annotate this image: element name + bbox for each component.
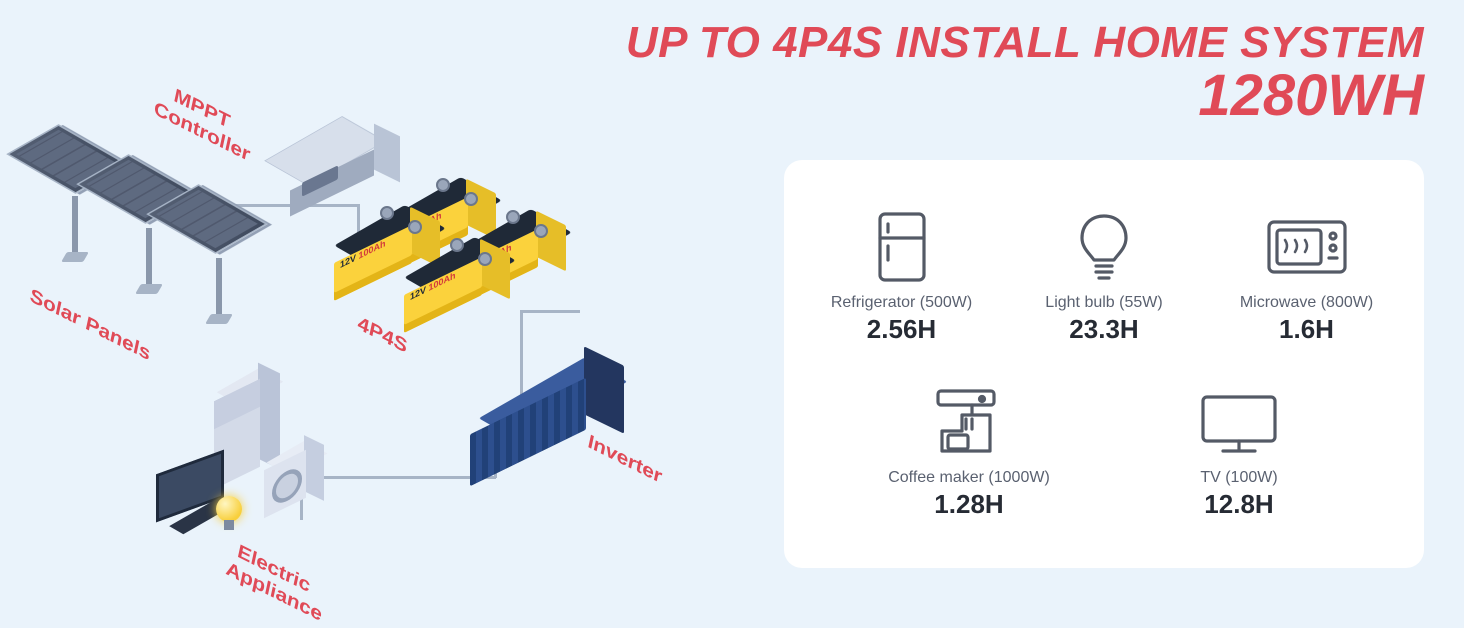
system-diagram: Solar Panels MPPT Controller 12V 100Ah 1… (0, 0, 780, 600)
label-inverter: Inverter (588, 430, 661, 490)
wire (300, 476, 496, 479)
microwave-icon (1212, 208, 1402, 288)
label-appliances: Electric Appliance (226, 534, 322, 628)
bulb-icon (216, 496, 242, 522)
laptop-icon (156, 462, 224, 510)
runtime-value: 2.56H (807, 314, 997, 345)
runtime-value: 1.28H (874, 489, 1064, 520)
runtime-name: Refrigerator (500W) (807, 294, 997, 312)
runtime-value: 1.6H (1212, 314, 1402, 345)
runtime-item: Refrigerator (500W) 2.56H (807, 208, 997, 345)
runtime-name: Light bulb (55W) (1009, 294, 1199, 312)
runtime-name: Coffee maker (1000W) (874, 469, 1064, 487)
coffee-icon (874, 383, 1064, 463)
runtime-row-1: Refrigerator (500W) 2.56H Light bulb (55… (794, 208, 1414, 345)
wire (520, 310, 580, 313)
runtime-value: 23.3H (1009, 314, 1199, 345)
fridge-icon (220, 370, 280, 404)
runtime-item: Coffee maker (1000W) 1.28H (874, 383, 1064, 520)
runtime-name: TV (100W) (1144, 469, 1334, 487)
runtime-row-2: Coffee maker (1000W) 1.28H TV (100W) 12.… (794, 383, 1414, 520)
runtime-value: 12.8H (1144, 489, 1334, 520)
label-solar: Solar Panels (30, 284, 150, 367)
runtime-card: Refrigerator (500W) 2.56H Light bulb (55… (784, 160, 1424, 568)
runtime-item: TV (100W) 12.8H (1144, 383, 1334, 520)
tv-icon (1144, 383, 1334, 463)
washer-icon (270, 442, 324, 474)
runtime-item: Microwave (800W) 1.6H (1212, 208, 1402, 345)
runtime-item: Light bulb (55W) 23.3H (1009, 208, 1199, 345)
fridge-icon (807, 208, 997, 288)
bulb-icon (1009, 208, 1199, 288)
runtime-name: Microwave (800W) (1212, 294, 1402, 312)
inverter (478, 370, 628, 430)
label-battery: 4P4S (358, 312, 407, 359)
